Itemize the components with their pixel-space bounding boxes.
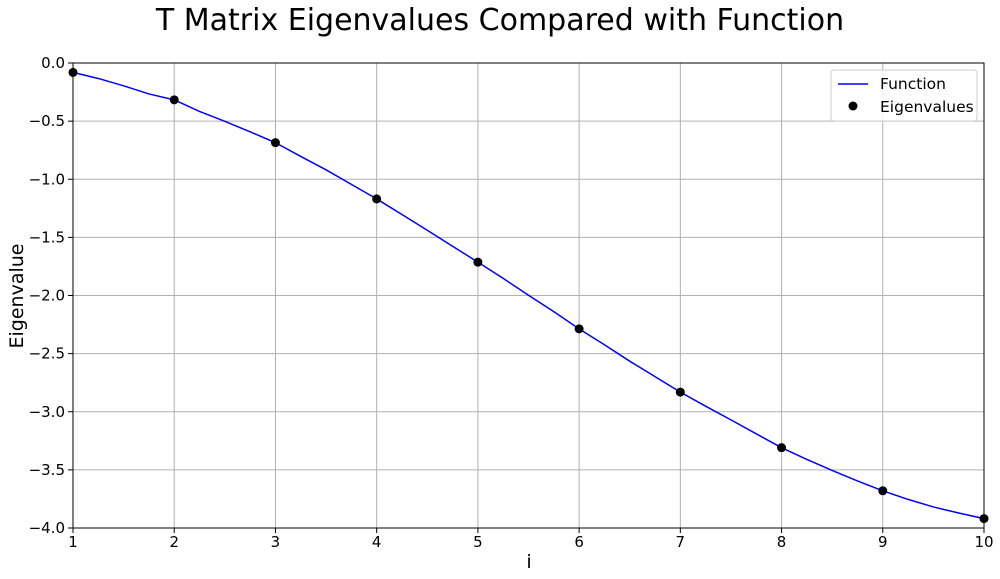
x-tick-label: 3	[271, 533, 281, 551]
eigenvalue-point	[169, 95, 179, 105]
x-tick-label: 10	[974, 533, 993, 551]
x-tick-label: 6	[574, 533, 584, 551]
y-tick-label: −4.0	[29, 519, 65, 537]
legend-label-eigenvalues: Eigenvalues	[880, 98, 974, 116]
x-tick-label: 2	[169, 533, 179, 551]
plot-area	[68, 67, 989, 524]
y-tick-label: −3.0	[29, 403, 65, 421]
eigenvalue-point	[574, 324, 584, 334]
eigenvalue-point	[473, 257, 483, 267]
eigenvalue-point	[372, 194, 382, 204]
y-tick-label: −2.5	[29, 345, 65, 363]
y-tick-label: −1.0	[29, 170, 65, 188]
legend-point-swatch	[848, 101, 858, 111]
eigenvalue-point	[675, 387, 685, 397]
eigenvalue-point	[878, 486, 888, 496]
legend-label-function: Function	[880, 75, 946, 93]
y-axis-ticks: 0.0 −0.5 −1.0 −1.5 −2.0 −2.5 −3.0 −3.5 −4.0	[29, 54, 73, 537]
series-line-function	[72, 71, 985, 520]
x-axis-label: i	[526, 551, 531, 573]
legend-box	[830, 69, 978, 122]
eigenvalue-point	[777, 443, 787, 453]
y-axis-label: Eigenvalue	[6, 244, 28, 349]
x-tick-label: 7	[676, 533, 686, 551]
x-tick-label: 4	[372, 533, 382, 551]
x-axis-ticks: 1 2 3 4 5 6 7 8 9 10	[68, 528, 994, 551]
legend: Function Eigenvalues	[830, 69, 978, 122]
x-tick-label: 1	[68, 533, 78, 551]
y-tick-label: −2.0	[29, 287, 65, 305]
eigenvalue-point	[270, 138, 280, 148]
y-tick-label: −1.5	[29, 228, 65, 246]
y-tick-label: 0.0	[41, 54, 65, 72]
chart-title: T Matrix Eigenvalues Compared with Funct…	[155, 3, 844, 38]
y-tick-label: −0.5	[29, 112, 65, 130]
x-tick-label: 9	[878, 533, 888, 551]
x-tick-label: 5	[473, 533, 483, 551]
plot-frame	[72, 62, 985, 529]
y-tick-label: −3.5	[29, 461, 65, 479]
x-tick-label: 8	[777, 533, 787, 551]
